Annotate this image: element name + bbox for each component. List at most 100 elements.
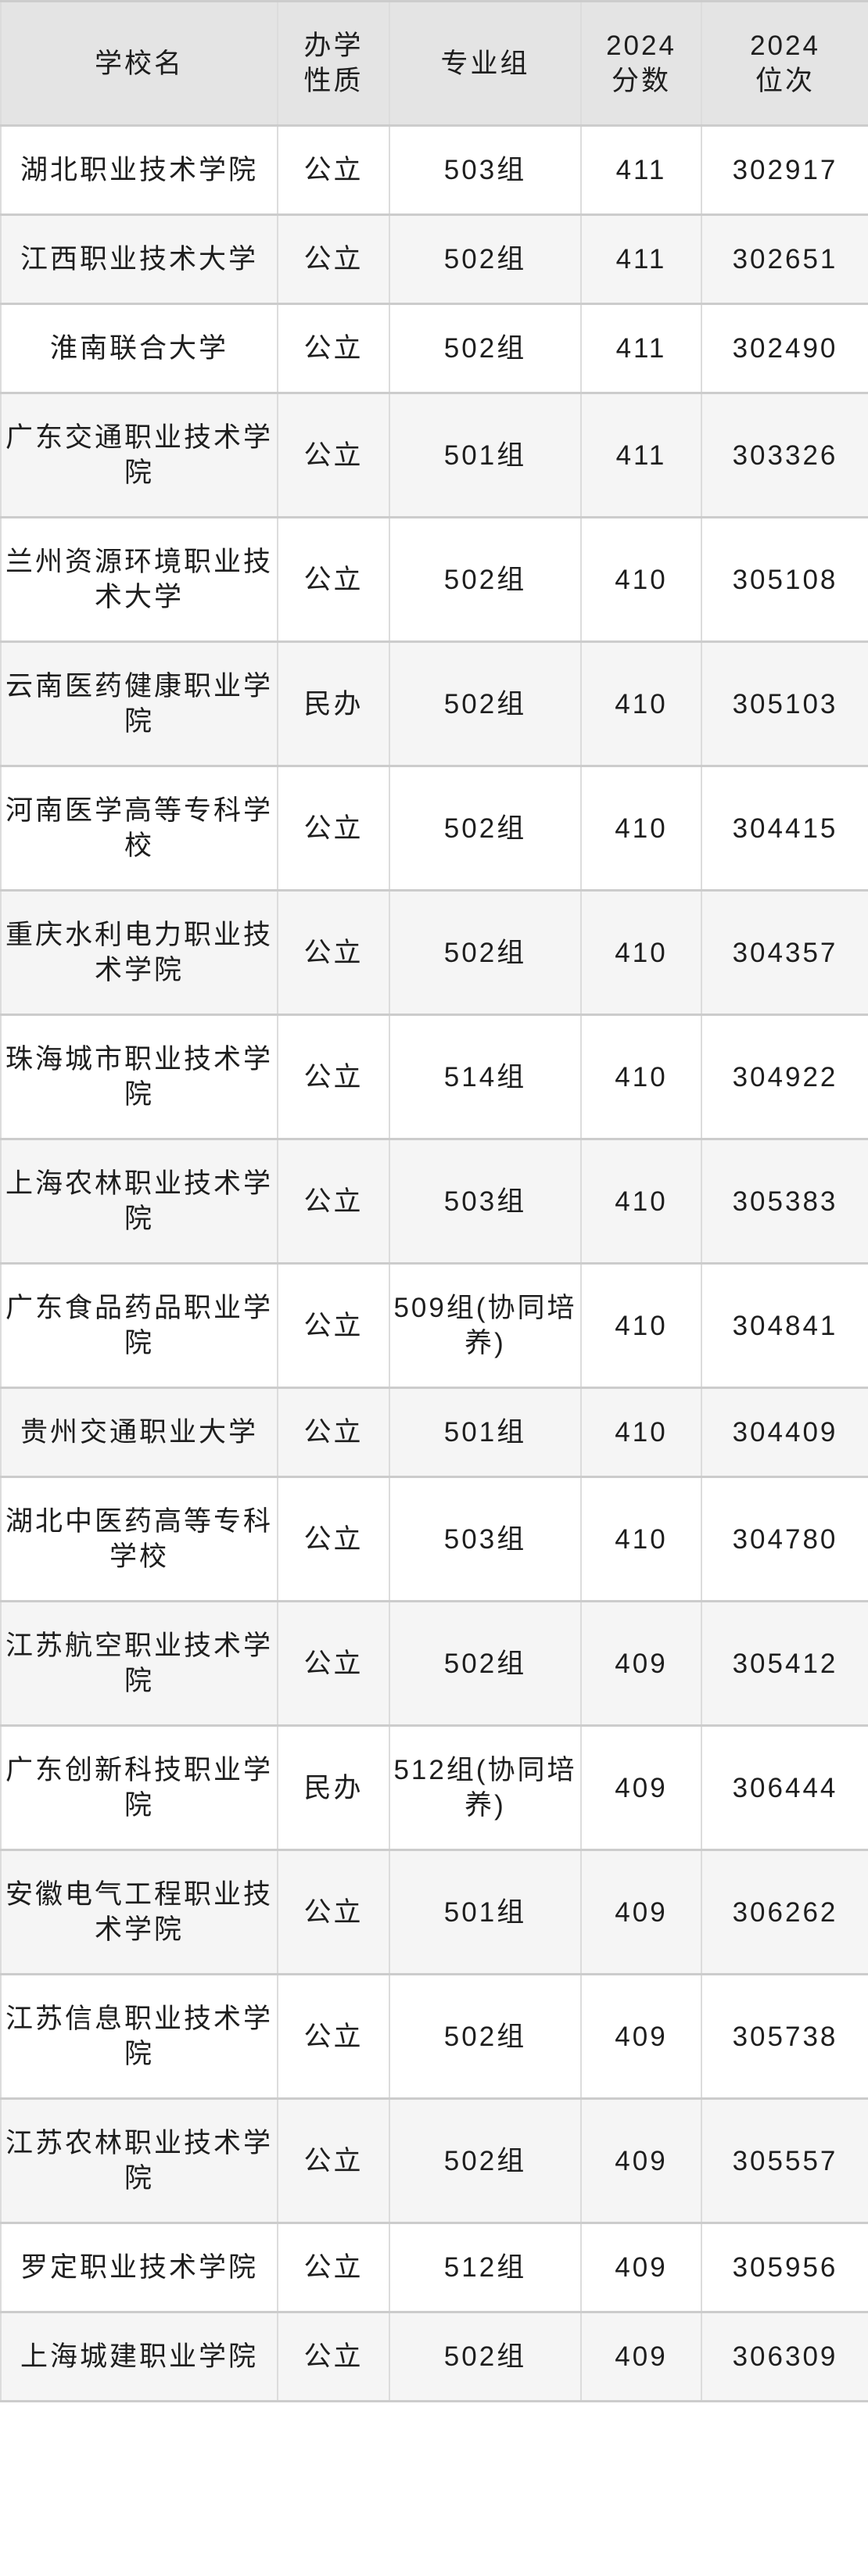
header-school: 学校名 (0, 0, 278, 127)
cell-score: 410 (580, 516, 702, 643)
cell-group: 503组 (389, 1138, 582, 1265)
cell-rank: 305412 (701, 1600, 868, 1727)
table-row: 江西职业技术大学 公立 502组 411 302651 (0, 213, 868, 305)
cell-type: 公立 (277, 213, 390, 305)
cell-rank: 304780 (701, 1476, 868, 1602)
cell-school: 云南医药健康职业学院 (0, 640, 278, 767)
header-rank-line1: 2024 (750, 30, 820, 61)
cell-rank: 302917 (701, 124, 868, 216)
cell-group: 502组 (389, 516, 582, 643)
cell-score: 410 (580, 1387, 702, 1478)
cell-school: 罗定职业技术学院 (0, 2222, 278, 2313)
table-row: 云南医药健康职业学院 民办 502组 410 305103 (0, 640, 868, 767)
cell-rank: 304415 (701, 765, 868, 892)
header-type-line1: 办学 (303, 30, 364, 61)
header-type: 办学 性质 (277, 0, 390, 127)
table-row: 广东交通职业技术学院 公立 501组 411 303326 (0, 392, 868, 518)
cell-score: 410 (580, 1262, 702, 1389)
cell-rank: 302651 (701, 213, 868, 305)
cell-school: 江苏航空职业技术学院 (0, 1600, 278, 1727)
header-school-line1: 学校名 (94, 48, 184, 79)
header-score-line1: 2024 (606, 30, 676, 61)
cell-score: 410 (580, 1138, 702, 1265)
admission-score-table: 学校名 办学 性质 专业组 2024 分数 2024 位次 湖北职业技术学院 (0, 0, 868, 2402)
header-rank-2024: 2024 位次 (701, 0, 868, 127)
cell-school: 河南医学高等专科学校 (0, 765, 278, 892)
table-row: 贵州交通职业大学 公立 501组 410 304409 (0, 1387, 868, 1478)
table-row: 江苏信息职业技术学院 公立 502组 409 305738 (0, 1973, 868, 2100)
cell-group: 512组(协同培养) (389, 1724, 582, 1851)
header-type-line2: 性质 (303, 66, 364, 96)
table-row: 兰州资源环境职业技术大学 公立 502组 410 305108 (0, 516, 868, 643)
cell-school: 重庆水利电力职业技术学院 (0, 889, 278, 1016)
cell-score: 409 (580, 2222, 702, 2313)
cell-school: 广东创新科技职业学院 (0, 1724, 278, 1851)
cell-rank: 305103 (701, 640, 868, 767)
cell-school: 湖北职业技术学院 (0, 124, 278, 216)
table-row: 安徽电气工程职业技术学院 公立 501组 409 306262 (0, 1849, 868, 1975)
cell-group: 502组 (389, 1973, 582, 2100)
cell-rank: 304841 (701, 1262, 868, 1389)
cell-score: 409 (580, 2097, 702, 2224)
cell-score: 411 (580, 392, 702, 518)
cell-score: 409 (580, 1849, 702, 1975)
table-row: 江苏航空职业技术学院 公立 502组 409 305412 (0, 1600, 868, 1727)
cell-score: 409 (580, 1724, 702, 1851)
table-header: 学校名 办学 性质 专业组 2024 分数 2024 位次 (0, 0, 868, 127)
cell-rank: 305956 (701, 2222, 868, 2313)
cell-type: 公立 (277, 1600, 390, 1727)
header-group-line1: 专业组 (440, 48, 530, 79)
cell-type: 公立 (277, 765, 390, 892)
cell-rank: 305738 (701, 1973, 868, 2100)
cell-group: 503组 (389, 124, 582, 216)
table-row: 罗定职业技术学院 公立 512组 409 305956 (0, 2222, 868, 2313)
cell-school: 湖北中医药高等专科学校 (0, 1476, 278, 1602)
cell-type: 公立 (277, 889, 390, 1016)
cell-type: 公立 (277, 1387, 390, 1478)
table-row: 广东食品药品职业学院 公立 509组(协同培养) 410 304841 (0, 1262, 868, 1389)
cell-score: 410 (580, 640, 702, 767)
cell-type: 公立 (277, 2222, 390, 2313)
cell-score: 411 (580, 303, 702, 394)
cell-type: 公立 (277, 1262, 390, 1389)
cell-rank: 304922 (701, 1014, 868, 1140)
cell-type: 民办 (277, 1724, 390, 1851)
cell-group: 512组 (389, 2222, 582, 2313)
cell-rank: 306262 (701, 1849, 868, 1975)
cell-group: 502组 (389, 2097, 582, 2224)
cell-type: 公立 (277, 1138, 390, 1265)
cell-rank: 305383 (701, 1138, 868, 1265)
cell-rank: 306444 (701, 1724, 868, 1851)
cell-rank: 303326 (701, 392, 868, 518)
cell-group: 501组 (389, 1387, 582, 1478)
cell-score: 411 (580, 213, 702, 305)
cell-group: 502组 (389, 213, 582, 305)
cell-score: 410 (580, 889, 702, 1016)
cell-group: 503组 (389, 1476, 582, 1602)
header-rank-line2: 位次 (755, 66, 815, 96)
cell-group: 502组 (389, 765, 582, 892)
cell-school: 珠海城市职业技术学院 (0, 1014, 278, 1140)
cell-type: 公立 (277, 303, 390, 394)
cell-school: 安徽电气工程职业技术学院 (0, 1849, 278, 1975)
table-row: 江苏农林职业技术学院 公立 502组 409 305557 (0, 2097, 868, 2224)
cell-group: 501组 (389, 1849, 582, 1975)
cell-school: 兰州资源环境职业技术大学 (0, 516, 278, 643)
cell-group: 502组 (389, 640, 582, 767)
cell-school: 广东交通职业技术学院 (0, 392, 278, 518)
cell-type: 公立 (277, 516, 390, 643)
table-row: 淮南联合大学 公立 502组 411 302490 (0, 303, 868, 394)
cell-group: 502组 (389, 2311, 582, 2402)
cell-school: 贵州交通职业大学 (0, 1387, 278, 1478)
cell-type: 公立 (277, 124, 390, 216)
table-row: 湖北中医药高等专科学校 公立 503组 410 304780 (0, 1476, 868, 1602)
cell-score: 409 (580, 2311, 702, 2402)
header-score-line2: 分数 (611, 66, 671, 96)
table-row: 珠海城市职业技术学院 公立 514组 410 304922 (0, 1014, 868, 1140)
cell-type: 公立 (277, 1849, 390, 1975)
table-row: 上海城建职业学院 公立 502组 409 306309 (0, 2311, 868, 2402)
cell-rank: 306309 (701, 2311, 868, 2402)
cell-group: 514组 (389, 1014, 582, 1140)
cell-group: 502组 (389, 1600, 582, 1727)
table-row: 上海农林职业技术学院 公立 503组 410 305383 (0, 1138, 868, 1265)
